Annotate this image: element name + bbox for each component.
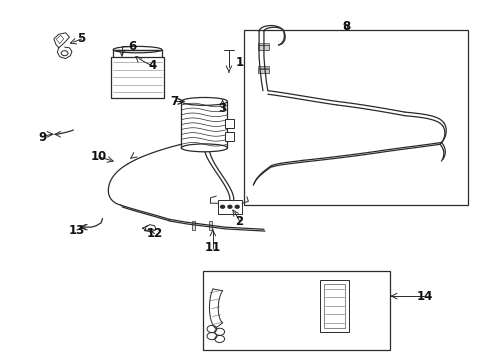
Text: 13: 13 (68, 224, 85, 237)
Text: 9: 9 (39, 131, 47, 144)
Bar (257, 66, 269, 68)
Bar (203, 271, 389, 350)
Bar (319, 280, 348, 332)
Bar (181, 102, 227, 148)
Text: 2: 2 (235, 215, 243, 228)
Bar (217, 200, 242, 214)
Bar (257, 45, 269, 50)
Bar (323, 284, 345, 328)
Bar (244, 30, 467, 205)
Ellipse shape (113, 46, 162, 53)
Bar (224, 119, 233, 128)
Ellipse shape (181, 144, 227, 152)
Text: 7: 7 (170, 95, 178, 108)
Text: 8: 8 (342, 20, 350, 33)
Bar (208, 221, 212, 230)
Text: 6: 6 (128, 40, 137, 53)
Text: 14: 14 (415, 289, 432, 303)
Text: 1: 1 (235, 55, 243, 69)
Bar (111, 57, 164, 98)
Text: 3: 3 (218, 102, 226, 115)
Circle shape (227, 205, 231, 208)
Circle shape (220, 205, 224, 208)
Bar (257, 68, 269, 73)
Text: 10: 10 (90, 150, 106, 163)
Text: 11: 11 (204, 241, 221, 255)
Text: 12: 12 (146, 227, 163, 240)
Text: 4: 4 (148, 59, 156, 72)
Bar (224, 132, 233, 141)
Bar (191, 221, 195, 230)
Circle shape (235, 205, 239, 208)
Ellipse shape (181, 98, 227, 105)
Text: 5: 5 (77, 32, 85, 45)
Bar (257, 43, 269, 45)
